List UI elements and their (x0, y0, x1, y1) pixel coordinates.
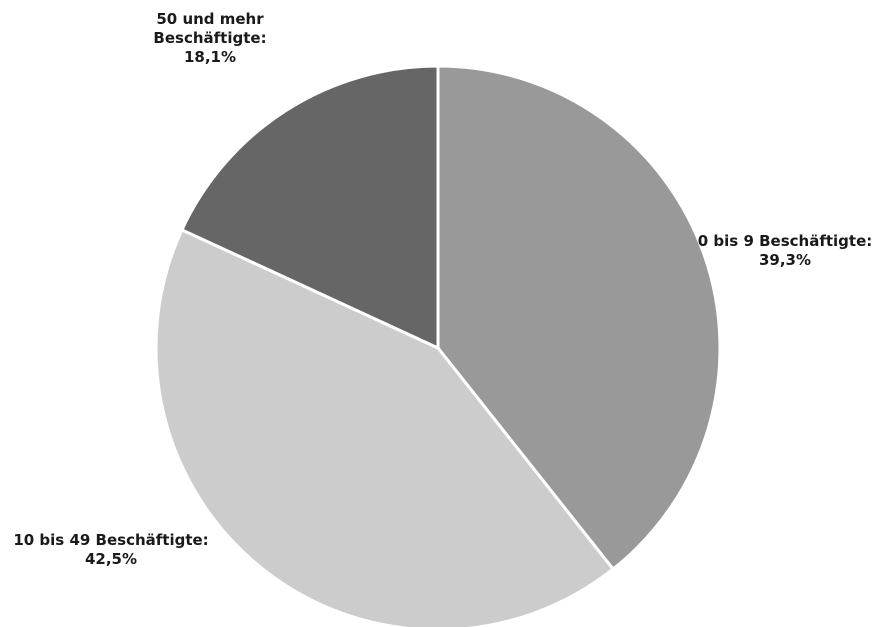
slice-label-0-bis-9-name: 0 bis 9 Beschäftigte: (697, 232, 873, 250)
pie-slice-0-bis-9 (436, 64, 722, 571)
slice-label-0-bis-9-value: 39,3% (758, 251, 812, 269)
slice-label-10-bis-49: 10 bis 49 Beschäftigte: 42,5% (13, 531, 208, 569)
slice-label-10-bis-49-value: 42,5% (84, 550, 138, 568)
slice-label-0-bis-9: 0 bis 9 Beschäftigte: 39,3% (698, 232, 873, 270)
slice-label-50-und-mehr: 50 und mehr Beschäftigte: 18,1% (153, 10, 266, 67)
slice-label-10-bis-49-name: 10 bis 49 Beschäftigte: (13, 531, 209, 549)
pie-slice-50-und-mehr (180, 64, 440, 350)
slice-label-50-und-mehr-line2: Beschäftigte: (153, 29, 267, 47)
slice-label-50-und-mehr-line1: 50 und mehr (156, 10, 264, 28)
slice-label-50-und-mehr-value: 18,1% (183, 48, 237, 66)
pie-slice-10-bis-49 (154, 228, 615, 627)
